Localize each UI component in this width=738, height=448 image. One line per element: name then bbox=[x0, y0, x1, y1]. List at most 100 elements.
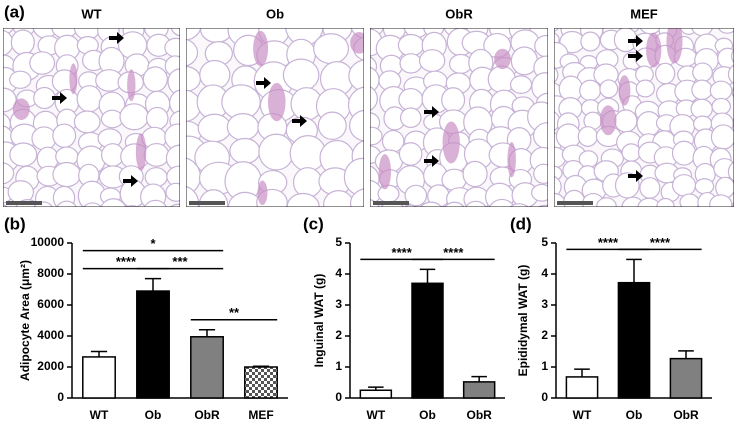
cell bbox=[656, 197, 675, 207]
cell bbox=[509, 75, 533, 94]
cell bbox=[554, 66, 559, 84]
x-tick-label: Ob bbox=[145, 408, 162, 422]
cell bbox=[510, 46, 539, 76]
y-tick-label: 5 bbox=[541, 235, 548, 249]
histology-image bbox=[186, 28, 364, 207]
image-title: WT bbox=[81, 6, 101, 21]
y-tick-label: 1 bbox=[541, 359, 548, 373]
cell bbox=[664, 206, 673, 207]
significance-label: **** bbox=[443, 245, 464, 260]
cell bbox=[621, 196, 645, 207]
cell bbox=[444, 201, 465, 207]
tissue bbox=[378, 154, 392, 190]
cell bbox=[282, 58, 320, 92]
cell bbox=[554, 175, 562, 198]
y-tick-label: 2 bbox=[541, 328, 548, 342]
cell bbox=[145, 106, 169, 130]
cell bbox=[399, 107, 422, 129]
cell bbox=[73, 110, 101, 134]
cell bbox=[621, 143, 642, 162]
cell bbox=[399, 53, 423, 74]
tissue bbox=[599, 105, 617, 136]
y-tick-label: 4000 bbox=[37, 328, 64, 342]
scale-bar bbox=[6, 201, 42, 205]
y-tick-label: 1 bbox=[335, 359, 342, 373]
significance-label: **** bbox=[650, 235, 671, 250]
cell bbox=[169, 89, 180, 117]
bar bbox=[82, 356, 116, 399]
cell bbox=[56, 200, 77, 207]
y-tick-label: 2000 bbox=[37, 359, 64, 373]
cell bbox=[100, 198, 127, 207]
cell bbox=[675, 216, 692, 230]
scale-bar bbox=[189, 201, 225, 205]
cell bbox=[82, 202, 103, 207]
cell bbox=[370, 86, 378, 112]
y-tick-label: 3 bbox=[335, 297, 342, 311]
cell bbox=[531, 183, 548, 202]
bar bbox=[136, 290, 170, 399]
tissue bbox=[646, 32, 662, 68]
cell bbox=[10, 29, 35, 56]
cell bbox=[639, 177, 661, 199]
tissue bbox=[257, 180, 268, 206]
cell bbox=[556, 211, 580, 232]
arrow bbox=[424, 155, 439, 167]
cell bbox=[403, 204, 418, 207]
cell bbox=[465, 200, 487, 207]
tissue bbox=[253, 30, 269, 67]
tissue bbox=[350, 32, 364, 54]
cell bbox=[733, 136, 734, 145]
cell bbox=[377, 184, 400, 203]
cell bbox=[33, 86, 56, 110]
tissue bbox=[12, 98, 30, 120]
y-axis-label: Inguinal WAT (g) bbox=[312, 274, 326, 368]
cell bbox=[691, 79, 713, 101]
cell bbox=[29, 51, 56, 75]
cell bbox=[143, 199, 168, 207]
significance-label: *** bbox=[172, 254, 188, 269]
cell bbox=[717, 47, 734, 69]
bar bbox=[190, 336, 224, 399]
arrow bbox=[123, 175, 138, 187]
panel-label: (b) bbox=[4, 214, 26, 233]
cell bbox=[692, 62, 713, 83]
cell bbox=[51, 28, 78, 39]
cell bbox=[419, 201, 443, 207]
x-tick-label: Ob bbox=[419, 408, 436, 422]
cell bbox=[537, 204, 548, 207]
image-title: ObR bbox=[445, 6, 473, 21]
bar bbox=[359, 389, 393, 399]
cell bbox=[32, 28, 59, 39]
x-tick-label: ObR bbox=[466, 408, 492, 422]
tissue bbox=[507, 142, 516, 178]
cell bbox=[348, 59, 364, 93]
histology-image bbox=[370, 28, 548, 207]
cell bbox=[554, 28, 560, 32]
cell bbox=[170, 28, 180, 37]
cell bbox=[165, 182, 180, 202]
cell bbox=[709, 194, 733, 207]
bar bbox=[565, 376, 599, 399]
y-axis-label: Epididymal WAT (g) bbox=[516, 265, 530, 377]
arrow bbox=[292, 115, 307, 127]
y-tick-label: 4 bbox=[541, 266, 548, 280]
cell bbox=[621, 214, 642, 233]
cell bbox=[142, 66, 168, 93]
tissue bbox=[618, 75, 631, 106]
cell bbox=[226, 113, 260, 141]
cell bbox=[398, 142, 423, 166]
tissue bbox=[135, 133, 147, 171]
cell bbox=[579, 79, 602, 102]
cell bbox=[717, 28, 734, 34]
cell bbox=[229, 137, 261, 165]
scale-bar bbox=[373, 201, 409, 205]
tissue bbox=[442, 121, 460, 164]
cell bbox=[710, 124, 734, 150]
cell bbox=[323, 190, 355, 207]
cell bbox=[144, 167, 168, 188]
tissue bbox=[666, 28, 683, 64]
cell bbox=[76, 85, 103, 113]
x-tick-label: ObR bbox=[194, 408, 220, 422]
